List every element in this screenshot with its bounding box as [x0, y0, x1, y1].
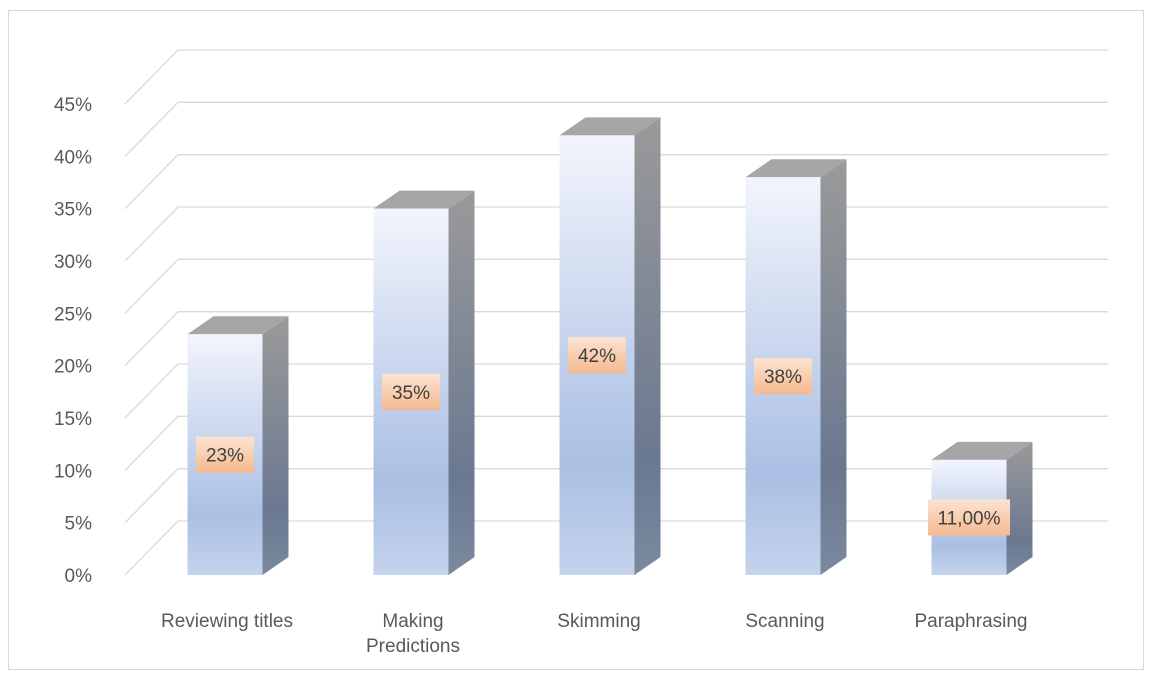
data-label: 11,00%: [928, 499, 1010, 535]
svg-text:11,00%: 11,00%: [937, 508, 1000, 529]
svg-text:42%: 42%: [578, 346, 616, 367]
gridline: [125, 50, 1108, 104]
x-category-label: Paraphrasing: [914, 611, 1027, 632]
x-category-label: Skimming: [557, 611, 640, 632]
svg-text:35%: 35%: [392, 383, 430, 404]
y-tick-label: 30%: [54, 252, 92, 273]
data-label: 38%: [754, 358, 812, 394]
y-tick-label: 5%: [65, 514, 93, 535]
y-tick-label: 10%: [54, 461, 92, 482]
x-category-label: Making Predictions: [366, 611, 460, 657]
y-tick-label: 0%: [65, 566, 93, 587]
y-tick-label: 20%: [54, 357, 92, 378]
y-tick-label: 15%: [54, 409, 92, 430]
y-tick-label: 35%: [54, 200, 92, 221]
data-label: 42%: [568, 337, 626, 373]
x-category-label: Scanning: [745, 611, 824, 632]
x-category-label: Reviewing titles: [161, 611, 293, 632]
svg-text:38%: 38%: [764, 367, 802, 388]
data-label: 23%: [196, 437, 254, 473]
data-label: 35%: [382, 374, 440, 410]
y-tick-label: 40%: [54, 147, 92, 168]
svg-text:23%: 23%: [206, 446, 244, 467]
y-tick-label: 45%: [54, 95, 92, 116]
x-axis-categories: Reviewing titles Making Predictions Skimmin…: [161, 611, 1028, 657]
y-tick-label: 25%: [54, 304, 92, 325]
y-axis-ticks: 0% 5% 10% 15% 20% 25% 30% 35% 40% 45%: [54, 95, 92, 587]
